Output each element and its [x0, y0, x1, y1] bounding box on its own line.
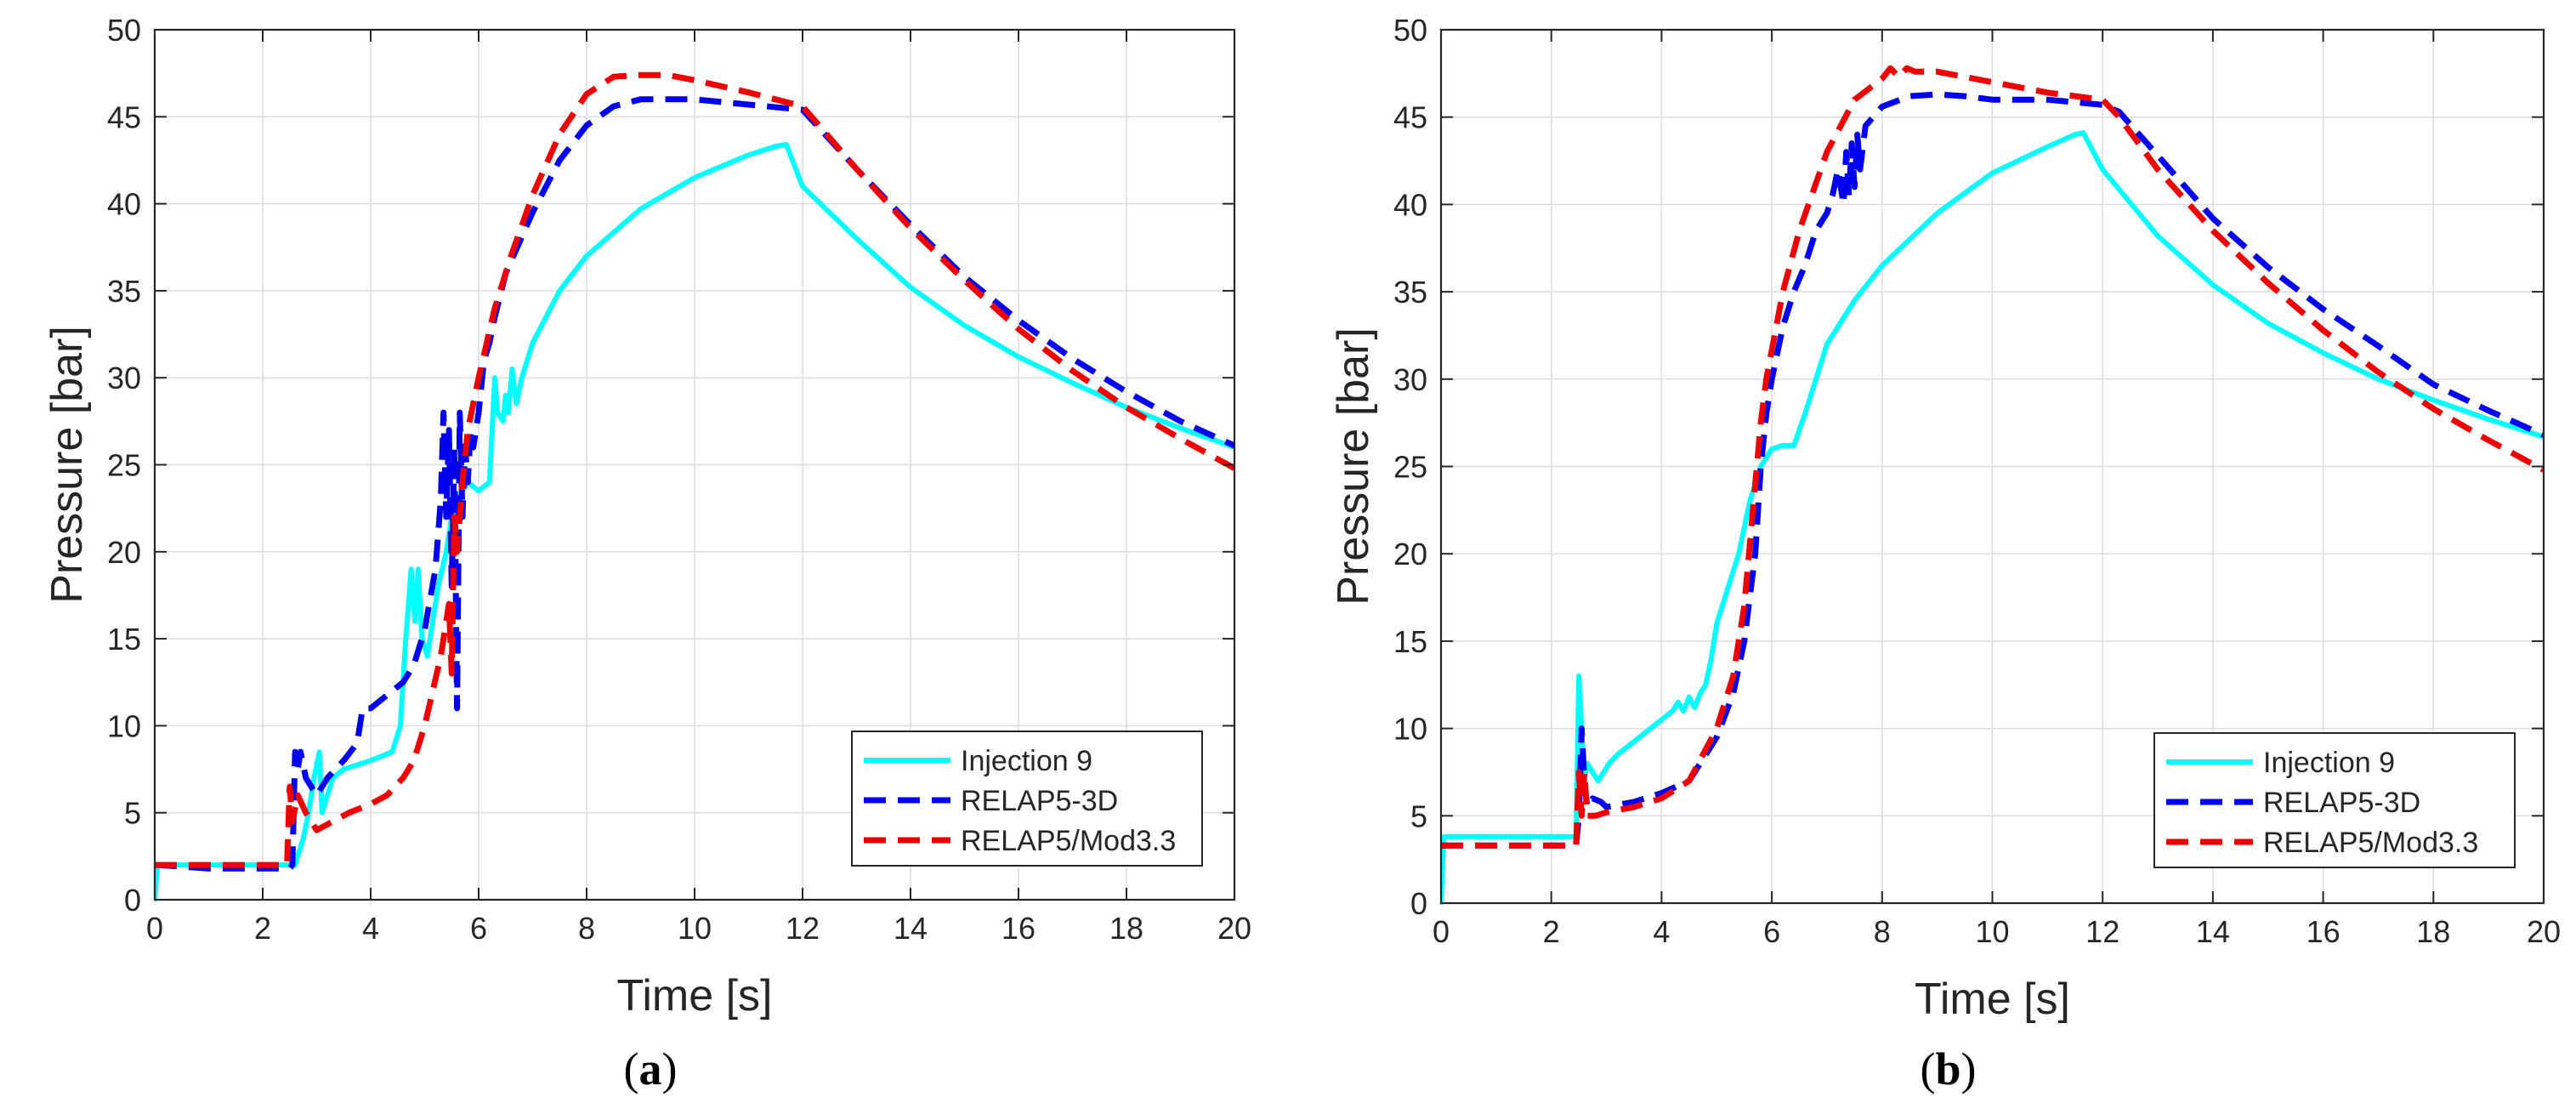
series-line-relap5-3d [1441, 91, 2544, 849]
legend-label-relap5-3d: RELAP5-3D [961, 785, 1118, 817]
legend-label-injection-9: Injection 9 [961, 745, 1092, 777]
y-tick-label: 5 [124, 796, 141, 831]
y-tick-label: 10 [107, 708, 141, 743]
caption-close-paren: ) [662, 1043, 678, 1094]
x-tick-label: 18 [1109, 911, 1143, 946]
x-tick-label: 8 [1874, 914, 1891, 949]
y-tick-label: 20 [107, 535, 141, 570]
x-tick-label: 10 [1975, 914, 2009, 949]
legend: Injection 9 RELAP5-3D RELAP5/Mod3.3 [851, 731, 1203, 867]
y-tick-label: 35 [1393, 275, 1427, 310]
y-tick-label: 40 [107, 187, 141, 222]
x-tick-label: 4 [1653, 914, 1670, 949]
legend-label-relap5-mod3-3: RELAP5/Mod3.3 [961, 825, 1176, 857]
x-tick-label: 0 [146, 911, 163, 946]
y-tick-label: 50 [1393, 13, 1427, 48]
series-line-relap5-mod3-3 [1441, 65, 2544, 849]
y-tick-label: 15 [107, 622, 141, 657]
x-tick-label: 16 [1001, 911, 1036, 946]
x-tick-label: 0 [1433, 914, 1450, 949]
x-tick-label: 2 [254, 911, 271, 946]
panel-b: 0 2 4 6 8 10 12 14 16 18 20 0 5 10 15 20 25 30 35 40 45 50 Tim… [1329, 13, 2561, 1094]
y-tick-label: 40 [1393, 187, 1427, 222]
caption-letter: a [639, 1043, 662, 1094]
legend-label-relap5-mod3-3: RELAP5/Mod3.3 [2263, 827, 2478, 859]
y-axis-label: Pressure [bar] [1329, 327, 1378, 605]
caption-open-paren: ( [624, 1043, 639, 1094]
y-tick-label: 35 [107, 274, 141, 309]
caption-letter: b [1935, 1043, 1960, 1094]
series-line-relap5-mod3-3 [155, 71, 1234, 868]
x-tick-label: 6 [1763, 914, 1780, 949]
x-tick-label: 20 [2527, 914, 2561, 949]
x-tick-label: 18 [2416, 914, 2450, 949]
y-tick-label: 50 [107, 13, 141, 48]
y-axis-label: Pressure [bar] [43, 326, 92, 604]
y-tick-label: 30 [107, 361, 141, 395]
caption-close-paren: ) [1961, 1043, 1977, 1094]
y-tick-label: 5 [1410, 799, 1427, 833]
y-tick-label: 10 [1393, 712, 1427, 747]
y-tick-label: 45 [107, 99, 141, 134]
y-tick-label: 15 [1393, 624, 1427, 659]
x-tick-label: 14 [894, 911, 928, 946]
y-tick-label: 30 [1393, 362, 1427, 397]
y-tick-label: 0 [1410, 886, 1427, 921]
y-tick-label: 20 [1393, 537, 1427, 571]
x-axis-label: Time [s] [617, 971, 773, 1021]
x-axis-label: Time [s] [1915, 975, 2070, 1024]
x-tick-label: 4 [362, 911, 379, 946]
x-tick-label: 20 [1217, 911, 1251, 946]
caption-open-paren: ( [1920, 1043, 1935, 1094]
x-tick-label: 16 [2306, 914, 2341, 949]
panel-a: 0 2 4 6 8 10 12 14 16 18 20 0 5 10 15 20 25 30 35 40 45 50 Tim… [43, 13, 1251, 1094]
legend: Injection 9 RELAP5-3D RELAP5/Mod3.3 [2153, 732, 2516, 868]
x-tick-label: 12 [2085, 914, 2119, 949]
x-tick-label: 12 [786, 911, 820, 946]
x-tick-label: 8 [578, 911, 595, 946]
y-tick-label: 25 [107, 448, 141, 483]
y-tick-label: 25 [1393, 450, 1427, 485]
x-tick-label: 10 [678, 911, 712, 946]
x-tick-label: 6 [470, 911, 487, 946]
legend-label-injection-9: Injection 9 [2263, 747, 2395, 779]
y-tick-label: 0 [124, 883, 141, 918]
x-tick-label: 2 [1543, 914, 1560, 949]
panel-caption: (a) [624, 1043, 678, 1094]
series-line-injection-9 [1441, 130, 2544, 905]
panel-caption: (b) [1920, 1043, 1976, 1094]
y-tick-label: 45 [1393, 100, 1427, 135]
x-tick-label: 14 [2196, 914, 2230, 949]
legend-label-relap5-3d: RELAP5-3D [2263, 787, 2420, 819]
